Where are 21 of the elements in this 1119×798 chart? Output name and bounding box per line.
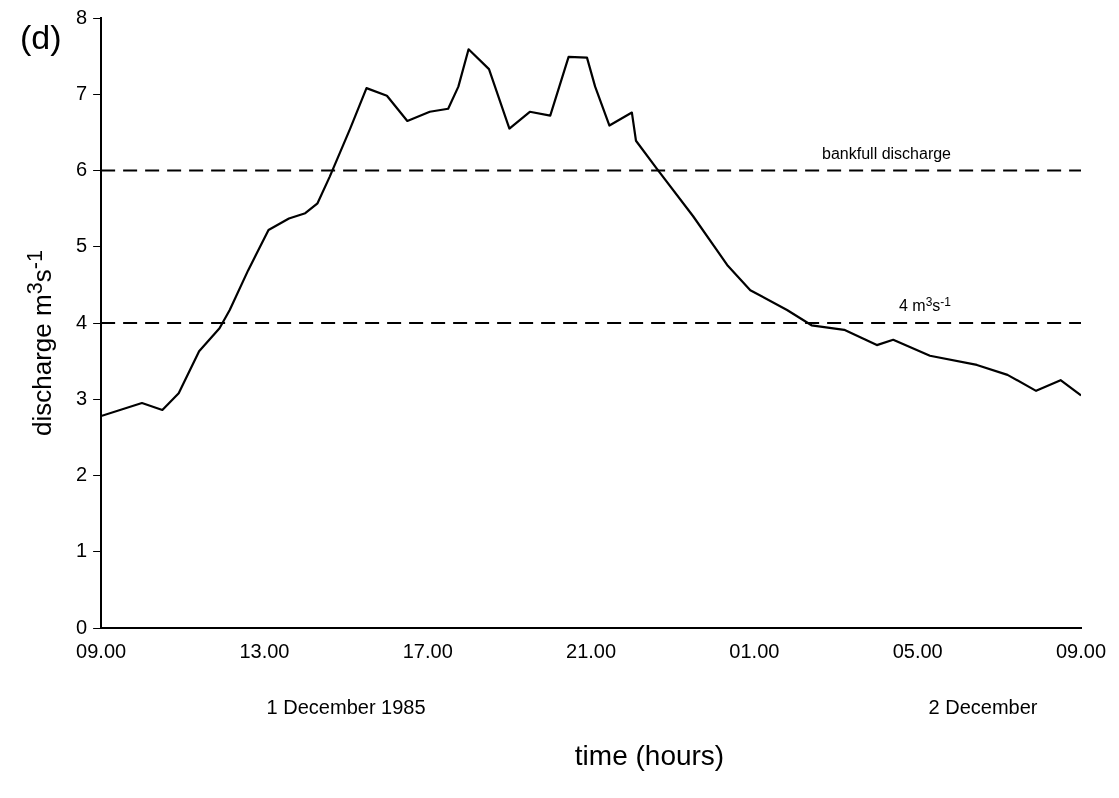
x-tick-label: 09.00 <box>1055 639 1107 662</box>
y-tick-label: 5 <box>76 234 88 257</box>
y-tick-label: 8 <box>76 5 88 28</box>
text: 1 December 1985 <box>266 695 426 718</box>
y-tick-label: 3 <box>76 386 88 409</box>
y-tick-label: 4 <box>76 310 88 333</box>
ref-line-label: bankfull discharge <box>822 144 952 162</box>
y-tick-label: 0 <box>76 615 88 638</box>
x-tick-label: 01.00 <box>729 639 780 662</box>
x-tick-label: 09.00 <box>76 639 127 662</box>
y-tick-label: 6 <box>76 158 88 181</box>
x-tick-label: 05.00 <box>892 639 943 662</box>
x-axis-title: time (hours) <box>573 740 726 772</box>
y-tick-label: 1 <box>76 539 88 562</box>
x-tick-label: 17.00 <box>402 639 453 662</box>
x-tick-label: 21.00 <box>566 639 617 662</box>
text: 2 December <box>928 695 1038 718</box>
chart-title: (d) <box>20 18 62 57</box>
y-tick-label: 7 <box>76 81 88 104</box>
x-tick-label: 13.00 <box>239 639 290 662</box>
y-tick-label: 2 <box>76 463 88 486</box>
